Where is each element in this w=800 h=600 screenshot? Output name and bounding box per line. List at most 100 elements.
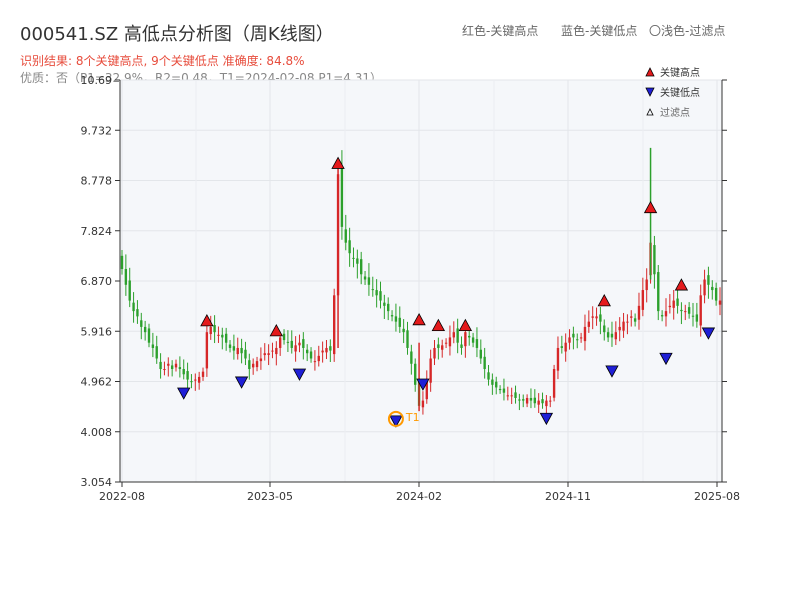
candle xyxy=(487,365,490,386)
legend-filtered-label: 过滤点 xyxy=(660,106,690,119)
candle-body xyxy=(190,381,193,383)
candle-body xyxy=(464,332,467,347)
candle-body xyxy=(178,367,182,370)
candle xyxy=(387,297,390,321)
candle-body xyxy=(626,321,629,323)
candle xyxy=(406,321,409,355)
candle xyxy=(352,247,355,268)
candle xyxy=(313,350,317,371)
candle-body xyxy=(452,332,455,338)
candle xyxy=(711,280,714,300)
candle-body xyxy=(251,363,255,368)
candle-body xyxy=(564,342,567,352)
candle xyxy=(707,266,710,299)
candle-body xyxy=(325,347,328,353)
x-tick-label: 2022-08 xyxy=(99,490,145,503)
candle xyxy=(209,315,212,340)
candle-body xyxy=(329,346,332,351)
candle xyxy=(606,327,610,343)
candle-body xyxy=(224,333,228,343)
candle-body xyxy=(545,400,548,407)
candle xyxy=(317,345,320,367)
candle-body xyxy=(645,279,648,291)
candle xyxy=(329,339,332,362)
candle-body xyxy=(579,337,583,339)
candle-body xyxy=(217,334,220,336)
candle-body xyxy=(394,316,398,322)
candle-body xyxy=(676,298,679,306)
candle xyxy=(275,341,278,366)
y-tick-label: 6.870 xyxy=(81,275,113,288)
candle-body xyxy=(533,397,537,404)
candle xyxy=(398,306,401,333)
candle-body xyxy=(641,290,645,310)
legend-high-marker xyxy=(645,67,655,77)
candle xyxy=(236,337,239,360)
candle xyxy=(213,315,216,344)
key-high-marker xyxy=(331,156,345,169)
candle-body xyxy=(657,272,660,312)
candle-body xyxy=(487,372,490,380)
candle-body xyxy=(711,286,714,291)
candle-body xyxy=(387,303,390,312)
plot-legend: 关键高点 关键低点 过滤点 xyxy=(645,66,700,119)
x-tick-label: 2025-08 xyxy=(694,490,740,503)
candle xyxy=(525,394,529,408)
candle-body xyxy=(687,307,691,314)
candle-body xyxy=(248,360,251,370)
candle xyxy=(367,263,371,296)
y-tick-label: 10.69 xyxy=(81,74,113,87)
key-high-marker xyxy=(431,318,446,331)
candle xyxy=(568,329,571,350)
candle xyxy=(664,298,668,327)
candle xyxy=(522,394,525,408)
candle xyxy=(518,393,521,411)
candle xyxy=(251,358,255,375)
candle xyxy=(390,310,394,322)
candle-body xyxy=(433,347,436,359)
candle xyxy=(379,281,382,309)
candle-body xyxy=(371,289,374,291)
candle xyxy=(344,214,347,251)
candle xyxy=(626,314,629,335)
candle xyxy=(259,347,263,370)
candle xyxy=(159,353,162,379)
candle-body xyxy=(379,291,382,301)
candle xyxy=(244,341,247,366)
key-high-marker xyxy=(643,200,658,214)
candle-body xyxy=(186,371,189,380)
candle xyxy=(552,364,556,402)
candle-body xyxy=(201,371,205,377)
candle-body xyxy=(529,397,533,401)
candle-body xyxy=(244,349,247,359)
candle xyxy=(155,335,158,364)
candle-body xyxy=(356,258,359,264)
y-tick-label: 7.824 xyxy=(81,225,113,238)
candle-body xyxy=(518,399,521,401)
candle xyxy=(294,336,297,362)
candle xyxy=(479,339,482,364)
candle xyxy=(687,302,691,319)
candle xyxy=(510,387,513,405)
candle xyxy=(182,359,185,380)
key-low-marker xyxy=(605,365,619,378)
candle-body xyxy=(286,341,290,343)
candles xyxy=(120,147,722,416)
candle xyxy=(653,235,656,289)
candle-body xyxy=(213,325,216,333)
candle-body xyxy=(498,388,502,391)
candle-body xyxy=(209,326,212,335)
legend-high-label: 关键高点 xyxy=(660,66,700,79)
candle-body xyxy=(444,342,448,344)
candle-body xyxy=(151,344,155,348)
candle xyxy=(595,307,598,326)
candle xyxy=(286,330,290,353)
candle xyxy=(587,310,591,333)
legend-light-text: 〇浅色-过滤点 xyxy=(649,24,726,38)
candle xyxy=(475,327,479,358)
candle xyxy=(190,374,193,389)
candle-body xyxy=(695,314,699,322)
candle-body xyxy=(506,395,509,397)
candle xyxy=(537,393,540,414)
candle-body xyxy=(460,344,463,348)
